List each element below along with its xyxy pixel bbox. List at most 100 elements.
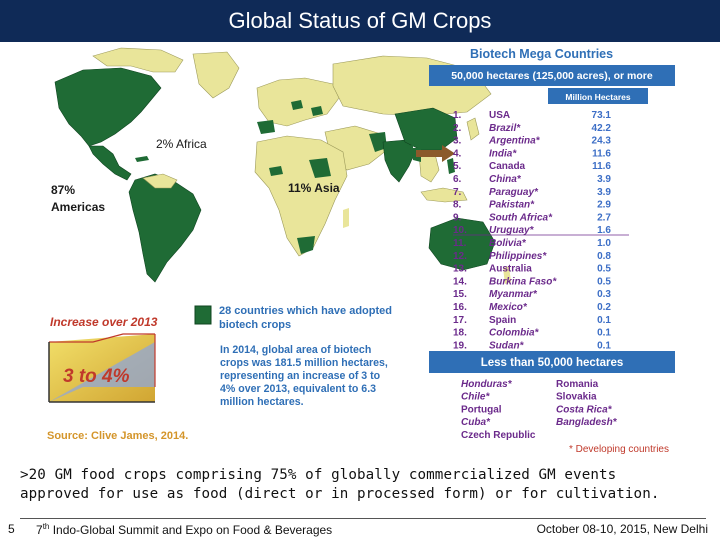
- australia-land: [428, 217, 496, 271]
- mega-row-country: Colombia*: [489, 328, 540, 339]
- less-left-item: Honduras*: [461, 379, 513, 390]
- mega-row: 1. USA 73.1: [453, 110, 611, 121]
- increase-graphic: [48, 333, 156, 403]
- mega-row-rank: 16.: [453, 302, 467, 313]
- gm-crops-infographic: 2% Africa 87% Americas 11% Asia 28 count…: [43, 42, 675, 460]
- less-title: Less than 50,000 hectares: [481, 357, 624, 369]
- mega-row-value: 3.9: [597, 187, 611, 198]
- footer-event-suffix: th: [42, 522, 50, 531]
- less-left-item: Cuba*: [461, 417, 491, 428]
- mega-row-value: 11.6: [592, 161, 611, 172]
- japan-land: [466, 117, 480, 141]
- philippines-land: [447, 158, 455, 174]
- mega-row-value: 11.6: [592, 148, 611, 159]
- mega-row-rank: 4.: [453, 148, 462, 159]
- mega-row-country: Bolivia*: [489, 238, 527, 249]
- madagascar-land: [343, 208, 349, 228]
- mega-row-rank: 9.: [453, 212, 462, 223]
- footer-event-number: 7: [36, 523, 43, 537]
- mega-row: 12. Philippines* 0.8: [453, 251, 611, 262]
- americas-label: Americas: [51, 200, 105, 214]
- less-right-item: Bangladesh*: [556, 417, 618, 428]
- summary-line-1: In 2014, global area of biotech: [220, 344, 371, 356]
- greenland-land: [192, 51, 240, 99]
- mega-title: Biotech Mega Countries: [470, 47, 613, 61]
- romania-land: [311, 106, 323, 116]
- new-zealand-land: [503, 266, 511, 284]
- mega-row: 4. India* 11.6: [453, 148, 611, 159]
- mega-row: 18. Colombia* 0.1: [453, 328, 611, 339]
- mega-row-rank: 6.: [453, 174, 462, 185]
- mega-row: 17. Spain 0.1: [453, 315, 611, 326]
- mega-row-country: Argentina*: [488, 136, 541, 147]
- mega-row-country: Burkina Faso*: [489, 276, 557, 287]
- mega-row-country: Philippines*: [489, 251, 547, 262]
- sudan-land: [309, 158, 331, 178]
- mega-row-rank: 3.: [453, 136, 462, 147]
- portugal-czech-land: [291, 100, 303, 110]
- china-land: [394, 107, 458, 151]
- source-text: Source: Clive James, 2014.: [47, 430, 188, 442]
- arctic-canada-land: [92, 47, 184, 73]
- mega-row: 3. Argentina* 24.3: [453, 136, 611, 147]
- mega-row-rank: 5.: [453, 161, 462, 172]
- less-right-item: Costa Rica*: [556, 404, 613, 415]
- mega-subtitle-bar: [429, 65, 675, 86]
- infographic-svg: 2% Africa 87% Americas 11% Asia 28 count…: [47, 47, 675, 455]
- mega-row: 15. Myanmar* 0.3: [453, 289, 611, 300]
- africa-label: 2% Africa: [156, 137, 207, 151]
- mega-row: 11. Bolivia* 1.0: [453, 238, 611, 249]
- page-number: 5: [8, 522, 15, 536]
- mega-row: 14. Burkina Faso* 0.5: [453, 276, 611, 287]
- mega-row-value: 3.9: [597, 174, 611, 185]
- adopted-legend-text-1: 28 countries which have adopted: [219, 305, 392, 317]
- mega-row-country: Spain: [489, 315, 516, 326]
- adopted-legend-text-2: biotech crops: [219, 319, 291, 331]
- less-left-item: Chile*: [461, 392, 490, 403]
- mega-row-value: 0.5: [597, 276, 611, 287]
- summary-line-5: million hectares.: [220, 396, 304, 408]
- americas-pct: 87%: [51, 183, 75, 197]
- burkina-faso-land: [269, 166, 283, 176]
- mega-row-country: Brazil*: [489, 123, 521, 134]
- mega-row-rank: 2.: [453, 123, 462, 134]
- mega-row-value: 2.9: [597, 200, 611, 211]
- mega-row-value: 0.1: [597, 328, 611, 339]
- unit-header: Million Hectares: [565, 92, 630, 102]
- mega-row: 6. China* 3.9: [453, 174, 611, 185]
- mega-row-country: South Africa*: [489, 212, 553, 223]
- less-right-item: Romania: [556, 379, 599, 390]
- mega-row-value: 0.1: [597, 315, 611, 326]
- south-africa-land: [297, 236, 315, 254]
- caption-line-1: >20 GM food crops comprising 75% of glob…: [20, 467, 617, 483]
- mega-row-rank: 12.: [453, 251, 467, 262]
- mega-row-value: 1.0: [597, 238, 611, 249]
- indonesia-land: [420, 187, 468, 203]
- south-america-land: [128, 173, 202, 283]
- mega-row: 5. Canada 11.6: [453, 161, 611, 172]
- mega-row-value: 73.1: [592, 110, 612, 121]
- mega-row-rank: 11.: [453, 238, 467, 249]
- pakistan-land: [369, 132, 387, 152]
- mega-row-country: Sudan*: [489, 340, 525, 351]
- caption: >20 GM food crops comprising 75% of glob…: [20, 466, 710, 504]
- mega-row-country: China*: [489, 174, 522, 185]
- footer-date: October 08-10, 2015, New Delhi: [536, 522, 708, 536]
- mega-row-value: 0.3: [597, 289, 611, 300]
- northern-south-america-land: [142, 173, 178, 189]
- mega-subtitle: 50,000 hectares (125,000 acres), or more: [451, 70, 653, 82]
- mega-row-rank: 1.: [453, 110, 462, 121]
- mega-row: 9. South Africa* 2.7: [453, 212, 611, 223]
- mega-row-country: Canada: [489, 161, 526, 172]
- mega-row-country: Uruguay*: [489, 225, 535, 236]
- caption-line-2: approved for use as food (direct or in p…: [20, 486, 660, 502]
- mega-row-rank: 18.: [453, 328, 467, 339]
- summary-line-2: crops was 181.5 million hectares,: [220, 357, 388, 369]
- southeast-asia-land: [418, 153, 440, 183]
- mega-row-country: India*: [489, 148, 517, 159]
- india-pointer-arrow: [416, 145, 455, 162]
- mega-row-rank: 19.: [453, 340, 467, 351]
- mega-row: 7. Paraguay* 3.9: [453, 187, 611, 198]
- mega-row-value: 1.6: [597, 225, 611, 236]
